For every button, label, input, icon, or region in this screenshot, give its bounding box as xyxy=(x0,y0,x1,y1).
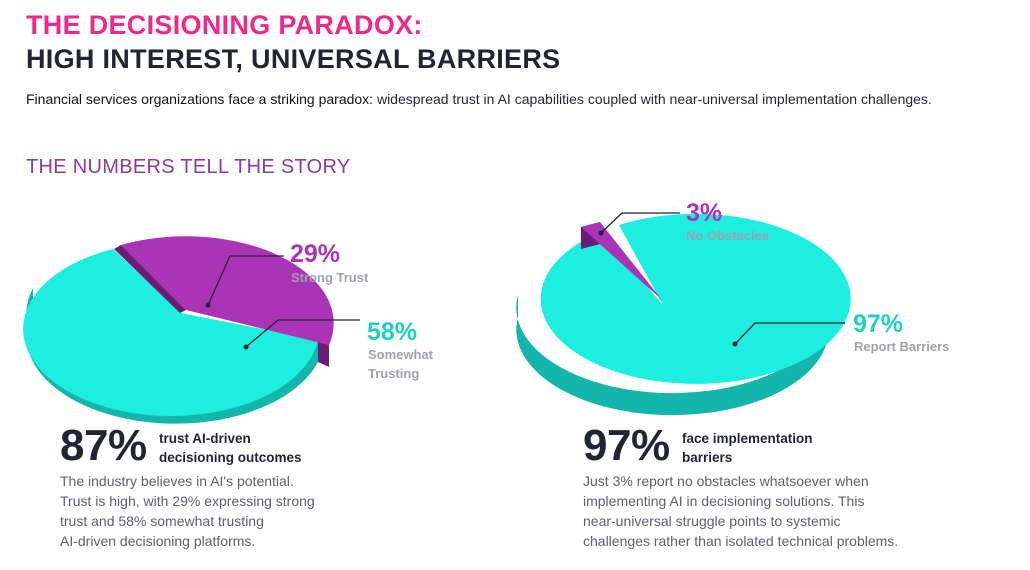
stat-big-trust: 87% xyxy=(60,421,147,470)
label-somewhat-trusting-line2: Trusting xyxy=(368,366,419,381)
label-report-barriers: Report Barriers xyxy=(854,339,949,354)
paragraph-trust-line: Trust is high, with 29% expressing stron… xyxy=(60,493,315,509)
leader-line-report-barriers xyxy=(734,322,845,345)
paragraph-trust-line: The industry believes in AI's potential. xyxy=(60,473,294,489)
slice-somewhat-trusting xyxy=(23,249,319,416)
paragraph-trust: The industry believes in AI's potential.… xyxy=(60,471,315,551)
paragraph-barriers-line: near-universal struggle points to system… xyxy=(583,513,841,529)
stat-head-barriers-line2: barriers xyxy=(682,450,733,465)
stat-head-trust-line1: trust AI-driven xyxy=(159,431,251,446)
leader-dot-no-obstacles xyxy=(598,230,604,236)
stat-head-trust-line2: decisioning outcomes xyxy=(159,450,302,465)
pie-chart-barriers: 3% No Obstacles 97% Report Barriers xyxy=(516,199,949,416)
paragraph-barriers: Just 3% report no obstacles whatsoever w… xyxy=(583,471,898,551)
paragraph-barriers-line: Just 3% report no obstacles whatsoever w… xyxy=(583,473,869,489)
leader-line-no-obstacles xyxy=(600,212,680,234)
paragraph-barriers-line: challenges rather than isolated technica… xyxy=(583,533,899,549)
label-pct-report-barriers: 97% xyxy=(853,310,903,338)
label-pct-somewhat-trusting: 58% xyxy=(367,318,417,346)
section-title: THE NUMBERS TELL THE STORY xyxy=(26,156,351,178)
paragraph-trust-line: AI-driven decisioning platforms. xyxy=(60,533,256,549)
subtitle: Financial services organizations face a … xyxy=(26,91,932,107)
label-somewhat-trusting-line1: Somewhat xyxy=(368,347,434,362)
paragraph-trust-line: trust and 58% somewhat trusting xyxy=(60,513,264,529)
label-pct-strong-trust: 29% xyxy=(290,240,340,268)
stat-head-trust: trust AI-driven decisioning outcomes xyxy=(159,429,302,467)
stat-head-barriers-line1: face implementation xyxy=(682,431,813,446)
slice-strong-trust xyxy=(121,236,334,345)
subtitle-rest: widespread trust in AI capabilities coup… xyxy=(373,91,932,107)
label-no-obstacles: No Obstacles xyxy=(686,228,769,243)
stat-head-barriers: face implementation barriers xyxy=(682,429,813,467)
pie-side-purple xyxy=(318,340,329,367)
leader-line-strong-trust xyxy=(207,255,284,306)
label-pct-no-obstacles: 3% xyxy=(686,199,722,227)
stat-big-barriers: 97% xyxy=(583,421,670,470)
label-strong-trust: Strong Trust xyxy=(291,270,369,285)
leader-dot-strong-trust xyxy=(205,302,211,308)
pie-chart-trust: 29% Strong Trust 58% Somewhat Trusting xyxy=(23,236,434,424)
leader-line-somewhat-trusting xyxy=(245,319,360,348)
title-line-2: HIGH INTEREST, UNIVERSAL BARRIERS xyxy=(26,44,561,74)
pie-side-cyan-right xyxy=(516,295,827,416)
subtitle-lead: Financial services organizations face a … xyxy=(26,91,374,107)
paragraph-barriers-line: implementing AI in decisioning solutions… xyxy=(583,493,865,509)
slice-no-obstacles xyxy=(581,222,662,300)
slice-strong-trust-edge xyxy=(114,245,186,313)
leader-dot-somewhat-trusting xyxy=(243,344,249,350)
leader-dot-report-barriers xyxy=(732,341,738,347)
title-line-1: THE DECISIONING PARADOX: xyxy=(26,10,423,40)
